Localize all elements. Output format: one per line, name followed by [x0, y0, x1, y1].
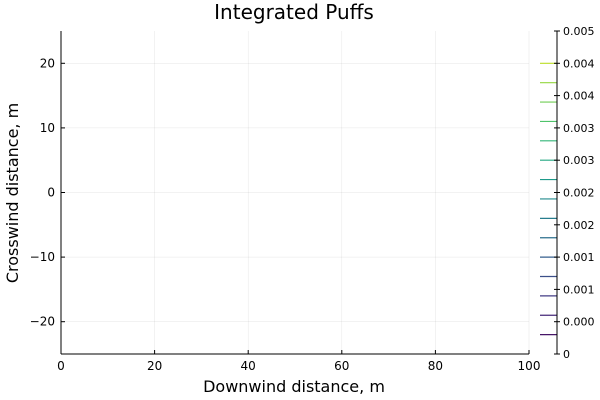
y-tick-label: −20 [30, 315, 55, 329]
y-tick-label: 0 [47, 186, 55, 200]
colorbar: 0 0.000 0.001 0.001 0.002 0.002 0.003 0.003 0.00… [540, 25, 595, 361]
colorbar-tick-label: 0 [563, 348, 570, 361]
colorbar-tick-label: 0.003 [563, 154, 595, 167]
x-tick-label: 60 [334, 359, 349, 373]
colorbar-tick-label: 0.003 [563, 122, 595, 135]
x-tick-label: 80 [428, 359, 443, 373]
y-axis: −20 −10 0 10 20 [30, 56, 65, 329]
colorbar-tick-label: 0.002 [563, 219, 595, 232]
x-axis: 0 20 40 60 80 100 [57, 350, 540, 373]
colorbar-tick-label: 0.004 [563, 90, 595, 103]
colorbar-tick-label: 0.002 [563, 187, 595, 200]
chart-title: Integrated Puffs [214, 0, 374, 24]
colorbar-tick-label: 0.001 [563, 283, 595, 296]
x-tick-label: 0 [57, 359, 65, 373]
colorbar-tick-label: 0.000 [563, 316, 595, 329]
x-tick-label: 100 [518, 359, 541, 373]
colorbar-tick-label: 0.005 [563, 25, 595, 38]
plot-grid [60, 31, 530, 354]
colorbar-tick-label: 0.001 [563, 251, 595, 264]
y-tick-label: 10 [40, 121, 55, 135]
y-tick-label: −10 [30, 250, 55, 264]
x-tick-label: 20 [147, 359, 162, 373]
x-tick-label: 40 [241, 359, 256, 373]
colorbar-tick-label: 0.004 [563, 57, 595, 70]
y-axis-title: Crosswind distance, m [3, 103, 22, 283]
y-tick-label: 20 [40, 56, 55, 70]
x-axis-title: Downwind distance, m [203, 377, 385, 396]
